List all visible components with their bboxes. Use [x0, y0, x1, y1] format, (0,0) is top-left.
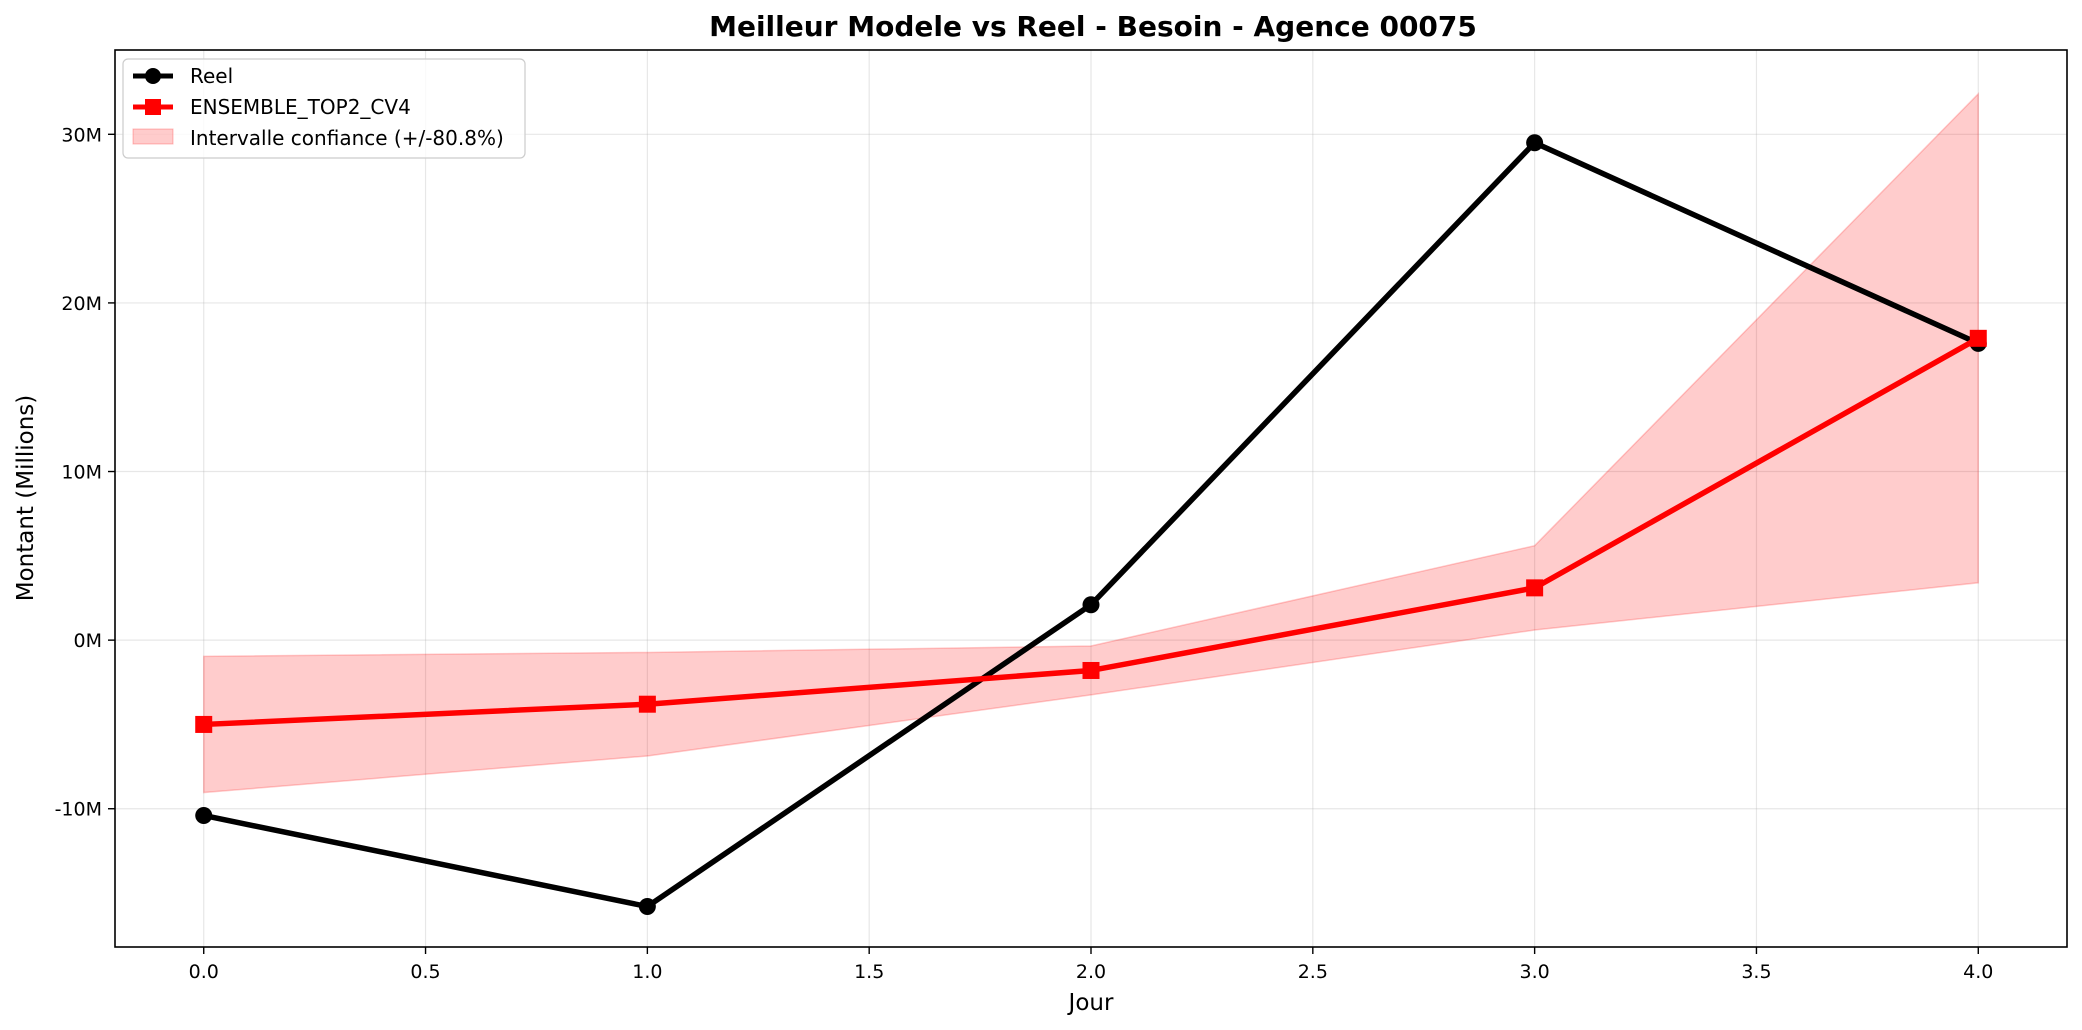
x-axis-ticks: 0.0 0.5 1.0 1.5 2.0 2.5 3.0 3.5 4.0 — [189, 947, 1993, 983]
series-point-1 — [1969, 329, 1987, 347]
legend: Reel ENSEMBLE_TOP2_CV4 Intervalle confia… — [122, 58, 526, 159]
series-point-0 — [195, 806, 213, 824]
y-tick-label: 0M — [74, 630, 102, 652]
y-tick-label: -10M — [55, 799, 102, 821]
x-tick-label: 3.0 — [1520, 961, 1550, 983]
legend-label-band: Intervalle confiance (+/-80.8%) — [190, 126, 504, 150]
x-axis-label: Jour — [1067, 990, 1114, 1016]
x-tick-label: 3.5 — [1741, 961, 1771, 983]
series-point-0 — [1082, 596, 1100, 614]
x-tick-label: 0.0 — [189, 961, 219, 983]
chart-title: Meilleur Modele vs Reel - Besoin - Agenc… — [709, 10, 1477, 43]
series-point-0 — [638, 898, 656, 916]
y-axis-ticks: -10M 0M 10M 20M 30M — [55, 124, 115, 821]
y-tick-label: 30M — [61, 124, 102, 146]
series-point-1 — [638, 695, 656, 713]
x-tick-label: 2.0 — [1076, 961, 1106, 983]
x-tick-label: 4.0 — [1963, 961, 1993, 983]
grid — [115, 50, 2067, 947]
legend-box — [122, 58, 526, 159]
y-axis-label: Montant (Millions) — [13, 395, 39, 602]
x-tick-label: 0.5 — [410, 961, 440, 983]
confidence-band — [202, 92, 1980, 794]
legend-marker-ensemble — [145, 99, 161, 115]
legend-swatch-band — [132, 128, 174, 145]
series-point-1 — [1526, 579, 1544, 597]
legend-label-ensemble: ENSEMBLE_TOP2_CV4 — [190, 95, 411, 119]
series-layer — [195, 134, 1987, 916]
legend-label-reel: Reel — [190, 64, 233, 88]
confidence-band-layer — [202, 92, 1980, 794]
y-tick-label: 10M — [61, 462, 102, 484]
x-tick-label: 1.0 — [632, 961, 662, 983]
legend-marker-reel — [145, 68, 161, 84]
series-point-1 — [1082, 661, 1100, 679]
x-tick-label: 1.5 — [854, 961, 884, 983]
series-point-0 — [1526, 134, 1544, 152]
y-tick-label: 20M — [61, 293, 102, 315]
x-tick-label: 2.5 — [1298, 961, 1328, 983]
series-point-1 — [195, 715, 213, 733]
